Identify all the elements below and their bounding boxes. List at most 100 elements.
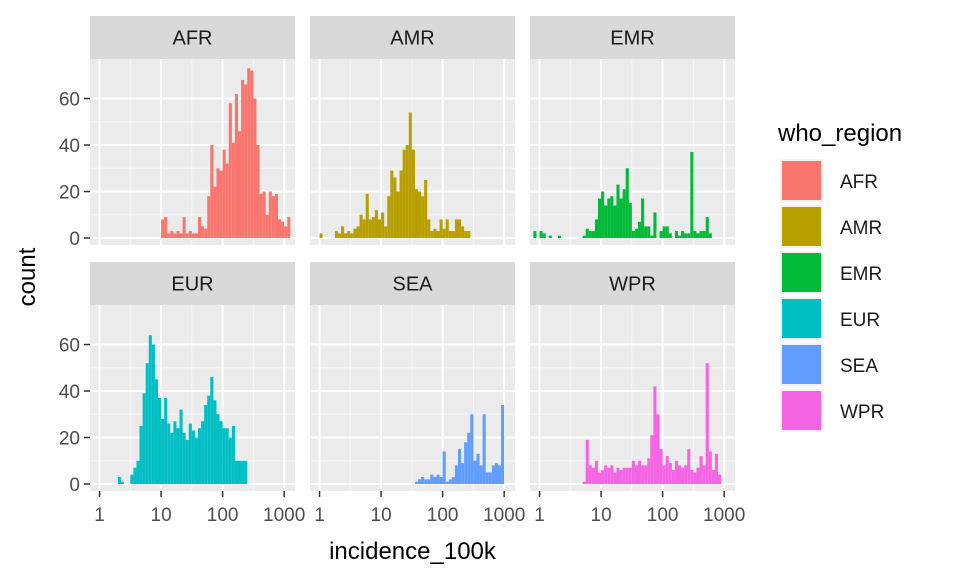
histogram-bar	[473, 460, 477, 485]
histogram-bar	[665, 226, 669, 239]
histogram-bar	[176, 428, 180, 485]
histogram-bar	[591, 231, 595, 239]
histogram-bar	[628, 203, 632, 239]
histogram-bar	[164, 398, 168, 485]
histogram-bar	[253, 98, 257, 239]
histogram-bar	[142, 393, 146, 485]
histogram-bar	[674, 460, 679, 485]
histogram-bar	[278, 219, 282, 239]
legend-key-swatch	[782, 253, 821, 292]
histogram-bar	[644, 465, 648, 485]
histogram-bar	[634, 465, 639, 485]
histogram-bar	[234, 460, 239, 485]
histogram-bar	[173, 421, 177, 485]
histogram-bar	[585, 228, 589, 239]
histogram-bar	[231, 142, 235, 239]
y-tick-label: 0	[69, 229, 80, 250]
histogram-bar	[610, 196, 614, 239]
histogram-bar	[167, 233, 171, 239]
histogram-bar	[445, 219, 449, 239]
x-tick-label: 10	[591, 505, 612, 526]
histogram-bar	[133, 467, 137, 485]
histogram-bar	[619, 470, 623, 485]
histogram-bar	[213, 400, 217, 485]
histogram-bar	[337, 233, 342, 239]
histogram-bar	[284, 226, 288, 239]
histogram-bar	[439, 477, 443, 485]
histogram-bar	[601, 191, 605, 239]
histogram-bar	[157, 398, 162, 485]
histogram-bar	[414, 481, 419, 485]
facet-strip-label: AMR	[390, 28, 434, 50]
x-tick-label: 1000	[263, 505, 305, 526]
histogram-bar	[610, 465, 614, 485]
histogram-bar	[498, 465, 502, 485]
histogram-bar	[681, 467, 685, 485]
histogram-bar	[210, 145, 214, 239]
histogram-bar	[204, 404, 208, 485]
histogram-bar	[668, 233, 672, 239]
histogram-bar	[594, 460, 598, 485]
histogram-bar	[461, 226, 465, 239]
histogram-bar	[458, 449, 462, 485]
histogram-bar	[402, 149, 406, 239]
histogram-bar	[647, 226, 651, 239]
histogram-bar	[708, 451, 712, 485]
histogram-bar	[121, 481, 125, 485]
histogram-bar	[454, 465, 459, 485]
histogram-bar	[702, 231, 706, 239]
legend-label: EUR	[840, 310, 880, 331]
histogram-bar	[274, 193, 279, 239]
histogram-bar	[433, 228, 437, 239]
legend-label: SEA	[840, 356, 878, 377]
histogram-bar	[616, 467, 620, 485]
histogram-bar	[494, 463, 499, 485]
histogram-bar	[644, 226, 648, 239]
legend-key-swatch	[782, 345, 821, 384]
histogram-bar	[247, 68, 251, 239]
histogram-bar	[207, 196, 211, 239]
histogram-bar	[424, 179, 428, 239]
histogram-bar	[287, 217, 291, 239]
histogram-bar	[668, 463, 672, 485]
histogram-bar	[693, 231, 697, 239]
histogram-bar	[139, 425, 143, 485]
histogram-bar	[482, 414, 486, 485]
histogram-bar	[659, 449, 663, 485]
histogram-bar	[148, 335, 152, 485]
histogram-bar	[405, 145, 409, 239]
histogram-bar	[696, 467, 700, 485]
histogram-bar	[238, 131, 242, 239]
histogram-bar	[650, 435, 654, 485]
histogram-bar	[430, 231, 434, 239]
histogram-bar	[653, 386, 657, 485]
histogram-bar	[365, 193, 369, 239]
histogram-bar	[451, 231, 455, 239]
histogram-bar	[154, 379, 158, 485]
histogram-bar	[705, 363, 709, 485]
histogram-bar	[687, 233, 691, 239]
histogram-bar	[690, 152, 694, 239]
histogram-bar	[705, 217, 709, 239]
facet-strip-label: EMR	[610, 28, 654, 50]
histogram-bar	[702, 465, 706, 485]
histogram-bar	[213, 186, 217, 239]
histogram-bar	[687, 449, 691, 485]
histogram-bar	[198, 217, 202, 239]
legend-label: AMR	[840, 218, 882, 239]
histogram-bar	[179, 409, 183, 485]
histogram-bar	[216, 414, 220, 485]
histogram-bar	[241, 460, 245, 485]
histogram-bar	[684, 233, 688, 239]
histogram-bar	[244, 84, 248, 239]
histogram-bar	[619, 198, 623, 239]
histogram-bar	[662, 226, 666, 239]
histogram-bar	[430, 474, 434, 485]
histogram-bar	[262, 191, 266, 239]
histogram-bar	[684, 465, 688, 485]
histogram-bar	[594, 219, 598, 239]
histogram-bar	[176, 231, 180, 239]
histogram-bar	[185, 233, 189, 239]
histogram-bar	[161, 418, 165, 485]
histogram-bar	[201, 226, 205, 239]
